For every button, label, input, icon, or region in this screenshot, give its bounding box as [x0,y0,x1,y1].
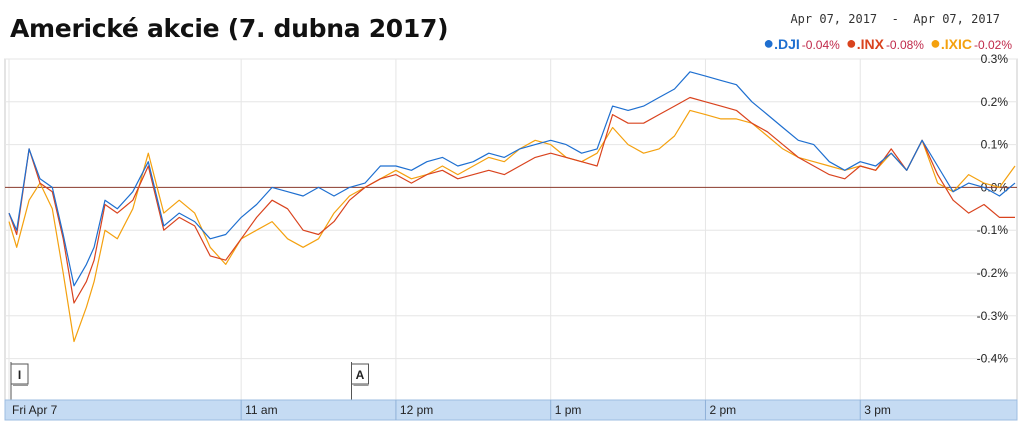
legend-item-ixic[interactable]: ● .IXIC -0.02% [929,33,1012,53]
marker-label: I [18,368,21,382]
legend-item-dji[interactable]: ● .DJI -0.04% [763,33,840,53]
legend-change: -0.08% [885,38,924,52]
date-range: Apr 07, 2017 - Apr 07, 2017 [790,12,1000,26]
x-tick-label: 3 pm [864,403,891,417]
series-line-dji [8,71,1016,287]
x-axis-band [4,399,1018,421]
x-tick-label: 12 pm [400,403,433,417]
chart-title: Americké akcie (7. dubna 2017) [10,14,449,43]
legend-change: -0.02% [973,38,1012,52]
series-line-ixic [8,109,1016,343]
x-tick-label: 2 pm [709,403,736,417]
ixic-dot-icon: ● [929,33,941,53]
y-tick-label: -0.3% [977,309,1009,323]
legend-symbol: .DJI [774,36,800,52]
y-tick-label: -0.1% [977,223,1009,237]
legend-symbol: .INX [856,36,884,52]
y-tick-label: -0.2% [977,266,1009,280]
marker-shadow [13,384,28,386]
legend-change: -0.04% [801,38,840,52]
date-from: Apr 07, 2017 [790,12,878,26]
y-tick-label: -0.4% [977,352,1009,366]
date-separator: - [891,12,899,26]
date-to: Apr 07, 2017 [913,12,1000,26]
x-tick-label: 11 am [245,403,277,417]
legend-symbol: .IXIC [940,36,972,52]
legend-item-inx[interactable]: ● .INX -0.08% [845,33,924,53]
legend: ● .DJI -0.04% ● .INX -0.08% ● .IXIC -0.0… [763,33,1012,53]
x-tick-label: 1 pm [555,403,582,417]
marker-label: A [356,368,365,382]
inx-dot-icon: ● [845,33,857,53]
marker-shadow [353,384,369,386]
y-tick-label: 0.3% [981,52,1009,66]
dji-dot-icon: ● [763,33,775,53]
y-tick-label: 0.2% [981,95,1009,109]
x-tick-label: Fri Apr 7 [12,403,58,417]
y-tick-label: 0.1% [981,138,1009,152]
plot-area [4,58,1018,401]
series-line-inx [8,96,1015,304]
